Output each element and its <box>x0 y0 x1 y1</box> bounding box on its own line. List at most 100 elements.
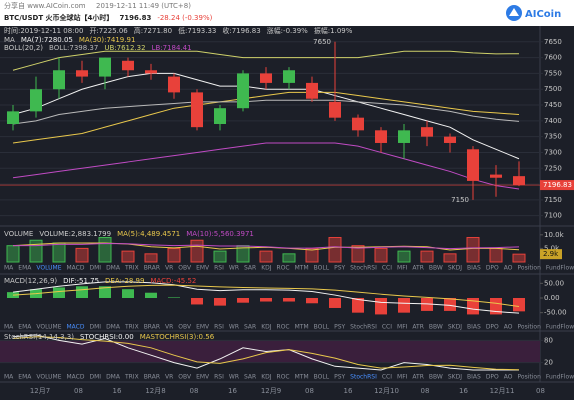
indicator-tab[interactable]: BRAR <box>144 374 160 381</box>
indicator-tab[interactable]: StochRSI <box>350 324 377 331</box>
indicator-tab[interactable]: EMV <box>196 324 210 331</box>
indicator-tab[interactable]: OBV <box>178 265 192 272</box>
indicator-tab[interactable]: Position <box>518 374 542 381</box>
indicator-tab[interactable]: Position <box>518 324 542 331</box>
indicator-tab[interactable]: Position <box>518 265 542 272</box>
indicator-tab[interactable]: BBW <box>429 374 443 381</box>
indicator-tab[interactable]: PSY <box>334 265 345 272</box>
candle-body <box>329 101 341 118</box>
indicator-tab[interactable]: BRAR <box>144 265 160 272</box>
indicator-tab[interactable]: BBW <box>429 265 443 272</box>
indicator-tab[interactable]: DPO <box>486 374 499 381</box>
indicator-tab[interactable]: OBV <box>178 324 192 331</box>
indicator-tab[interactable]: AO <box>504 265 513 272</box>
indicator-tab[interactable]: DMI <box>89 265 101 272</box>
indicator-tab[interactable]: AO <box>504 324 513 331</box>
indicator-tab[interactable]: DMA <box>106 265 121 272</box>
indicator-tab[interactable]: TRIX <box>124 374 139 381</box>
indicator-tab[interactable]: VR <box>165 374 173 381</box>
indicator-tab[interactable]: VR <box>165 324 173 331</box>
indicator-tab[interactable]: ATR <box>412 265 423 272</box>
indicator-tab[interactable]: MFI <box>397 374 408 381</box>
indicator-tab[interactable]: WR <box>229 324 239 331</box>
indicator-tab[interactable]: TRIX <box>124 265 139 272</box>
indicator-tab[interactable]: BIAS <box>467 374 481 381</box>
indicator-tab[interactable]: MACD <box>66 324 84 331</box>
indicator-tab[interactable]: AO <box>504 374 513 381</box>
indicator-tab[interactable]: ROC <box>277 324 290 331</box>
indicator-tab[interactable]: EMV <box>196 265 210 272</box>
indicator-line <box>12 284 520 307</box>
indicator-tab[interactable]: FundFlow <box>546 324 574 331</box>
indicator-tab[interactable]: RSI <box>214 374 224 381</box>
indicator-tab[interactable]: EMV <box>196 374 210 381</box>
indicator-tab[interactable]: ATR <box>412 324 423 331</box>
header-bg <box>0 0 574 26</box>
indicator-tab[interactable]: VOLUME <box>36 265 61 272</box>
indicator-tab[interactable]: BIAS <box>467 265 481 272</box>
indicator-tab[interactable]: VOLUME <box>36 374 61 381</box>
indicator-tab[interactable]: FundFlow <box>546 374 574 381</box>
indicator-tab[interactable]: WR <box>229 374 239 381</box>
y-tick-label: 0.00 <box>544 294 560 302</box>
candle-body <box>214 108 226 124</box>
indicator-tab[interactable]: DMI <box>89 374 101 381</box>
indicator-tab[interactable]: RSI <box>214 324 224 331</box>
indicator-tab[interactable]: VR <box>165 265 173 272</box>
indicator-tab[interactable]: TRIX <box>124 324 139 331</box>
indicator-tab[interactable]: MA <box>4 374 14 381</box>
indicator-tab[interactable]: RSI <box>214 265 224 272</box>
indicator-tab[interactable]: StochRSI <box>350 374 377 381</box>
indicator-tab[interactable]: SAR <box>244 324 256 331</box>
indicator-tab[interactable]: EMA <box>18 324 32 331</box>
indicator-tab[interactable]: BRAR <box>144 324 160 331</box>
indicator-tab[interactable]: PSY <box>334 324 345 331</box>
indicator-tab[interactable]: MA <box>4 265 14 272</box>
indicator-tab[interactable]: MTM <box>295 324 309 331</box>
indicator-tab[interactable]: ROC <box>277 265 290 272</box>
legend-item: VOLUME:2,883.1799 <box>39 230 111 238</box>
indicator-tab[interactable]: StochRSI <box>350 265 377 272</box>
indicator-tab[interactable]: SAR <box>244 265 256 272</box>
indicator-tab[interactable]: ATR <box>412 374 423 381</box>
indicator-tab[interactable]: BBW <box>429 324 443 331</box>
share-text: 分享自 www.AICoin.com <box>4 1 86 10</box>
indicator-tab[interactable]: KDJ <box>261 374 272 381</box>
candle-body <box>513 176 525 186</box>
candle-body <box>306 82 318 99</box>
indicator-tab[interactable]: KDJ <box>261 324 272 331</box>
indicator-tab[interactable]: EMA <box>18 265 32 272</box>
indicator-tab[interactable]: SKDJ <box>448 374 462 381</box>
indicator-tab[interactable]: BIAS <box>467 324 481 331</box>
indicator-tab[interactable]: DMA <box>106 324 121 331</box>
indicator-tab[interactable]: BOLL <box>314 374 330 381</box>
indicator-tab[interactable]: VOLUME <box>36 324 61 331</box>
indicator-tab[interactable]: DPO <box>486 324 499 331</box>
indicator-tab[interactable]: EMA <box>18 374 32 381</box>
indicator-tab[interactable]: SKDJ <box>448 324 462 331</box>
indicator-tab[interactable]: CCI <box>382 324 392 331</box>
indicator-tab[interactable]: BOLL <box>314 265 330 272</box>
indicator-tab[interactable]: MTM <box>295 265 309 272</box>
indicator-tab[interactable]: SAR <box>244 374 256 381</box>
indicator-tab[interactable]: WR <box>229 265 239 272</box>
indicator-tab[interactable]: CCI <box>382 265 392 272</box>
indicator-tab[interactable]: DPO <box>486 265 499 272</box>
indicator-tab[interactable]: BOLL <box>314 324 330 331</box>
indicator-tab[interactable]: MACD <box>66 265 84 272</box>
indicator-tab[interactable]: PSY <box>334 374 345 381</box>
indicator-tab[interactable]: CCI <box>382 374 392 381</box>
indicator-tab[interactable]: KDJ <box>261 265 272 272</box>
indicator-tab[interactable]: MA <box>4 324 14 331</box>
legend-item: DIF:-51.75 <box>63 277 99 285</box>
indicator-tab[interactable]: MACD <box>66 374 84 381</box>
indicator-tab[interactable]: OBV <box>178 374 192 381</box>
indicator-tab[interactable]: SKDJ <box>448 265 462 272</box>
indicator-tab[interactable]: MFI <box>397 265 408 272</box>
indicator-tab[interactable]: DMA <box>106 374 121 381</box>
indicator-tab[interactable]: DMI <box>89 324 101 331</box>
indicator-tab[interactable]: ROC <box>277 374 290 381</box>
indicator-tab[interactable]: MTM <box>295 374 309 381</box>
indicator-tab[interactable]: FundFlow <box>546 265 574 272</box>
indicator-tab[interactable]: MFI <box>397 324 408 331</box>
